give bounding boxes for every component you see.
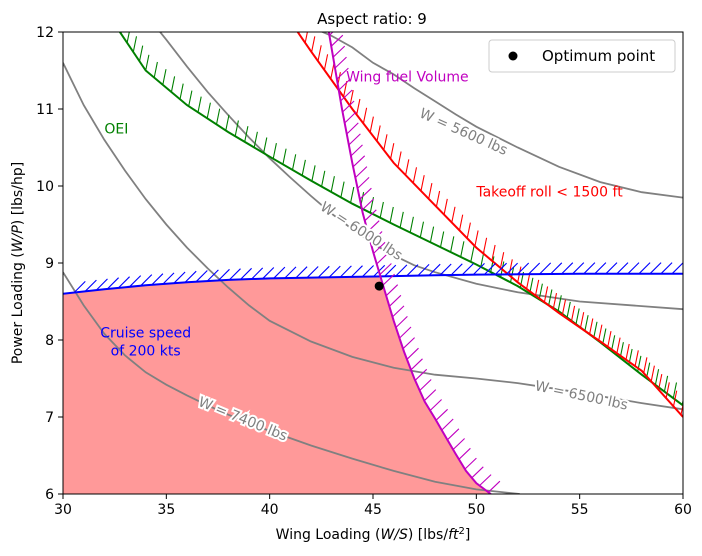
x-tick-label-1: 35 (157, 502, 175, 518)
legend-box (488, 39, 676, 73)
legend-label: Optimum point (542, 47, 655, 65)
weight-contour-1 (158, 32, 683, 311)
x-tick-label-4: 50 (467, 502, 485, 518)
x-tick-label-5: 55 (571, 502, 589, 518)
contour-label-2: W = 6500 lbs (533, 378, 629, 413)
y-axis-label: Power Loading (W/P) [lbs/hp] (10, 162, 26, 364)
legend: Optimum point (488, 39, 676, 73)
y-tick-label-1: 7 (45, 410, 54, 426)
contour-label-0: W = 5600 lbs (417, 106, 510, 159)
x-tick-label-2: 40 (261, 502, 279, 518)
feasible-region (63, 276, 491, 494)
chart-title: Aspect ratio: 9 (317, 10, 427, 28)
constraint-hatch-2 (73, 262, 683, 293)
y-tick-label-5: 11 (36, 102, 54, 118)
x-axis-label: Wing Loading (W/S) [lbs/ft2] (276, 526, 471, 544)
weight-contour-0 (320, 32, 683, 199)
constraint-hatch-3 (329, 32, 501, 493)
y-tick-label-6: 12 (36, 25, 54, 41)
x-tick-label-0: 30 (54, 502, 72, 518)
weight-contour-2 (63, 62, 683, 411)
constraint-line-2 (63, 272, 683, 295)
constraint-label-0: OEI (104, 121, 128, 137)
constraint-hatch-1 (298, 32, 683, 415)
x-tick-label-6: 60 (674, 502, 692, 518)
constraint-label-1: Takeoff roll < 1500 ft (475, 184, 623, 200)
optimum-point (374, 281, 384, 291)
cruise-label-line1: Cruise speed (100, 325, 191, 341)
weight-contour-3 (63, 271, 520, 494)
y-tick-label-3: 9 (45, 256, 54, 272)
y-tick-label-4: 10 (36, 179, 54, 195)
y-tick-label-0: 6 (45, 487, 54, 503)
x-tick-label-3: 45 (364, 502, 382, 518)
legend-marker (508, 51, 518, 61)
axes: 30 35 40 45 50 55 60 6 7 8 9 10 11 12 (36, 25, 692, 518)
constraint-line-3 (327, 32, 492, 494)
cruise-label-line2: of 200 kts (111, 343, 181, 359)
y-tick-label-2: 8 (45, 333, 54, 349)
constraint-label-3: Wing fuel Volume (346, 70, 468, 86)
